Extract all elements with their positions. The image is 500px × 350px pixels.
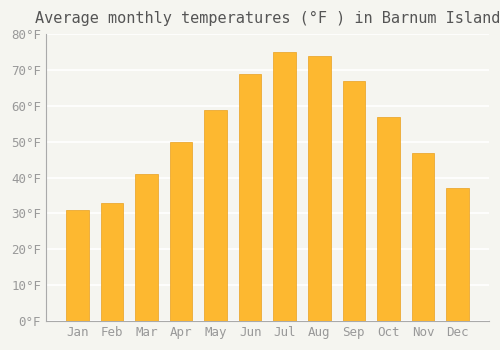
Bar (170, 142, 192, 321)
Bar (100, 203, 123, 321)
Bar (66, 210, 88, 321)
Bar (412, 153, 434, 321)
Title: Average monthly temperatures (°F ) in Barnum Island: Average monthly temperatures (°F ) in Ba… (34, 11, 500, 26)
Bar (274, 52, 296, 321)
Bar (135, 174, 158, 321)
Bar (446, 188, 469, 321)
Bar (204, 110, 227, 321)
Bar (342, 81, 365, 321)
Bar (308, 56, 330, 321)
Bar (377, 117, 400, 321)
Bar (239, 74, 262, 321)
